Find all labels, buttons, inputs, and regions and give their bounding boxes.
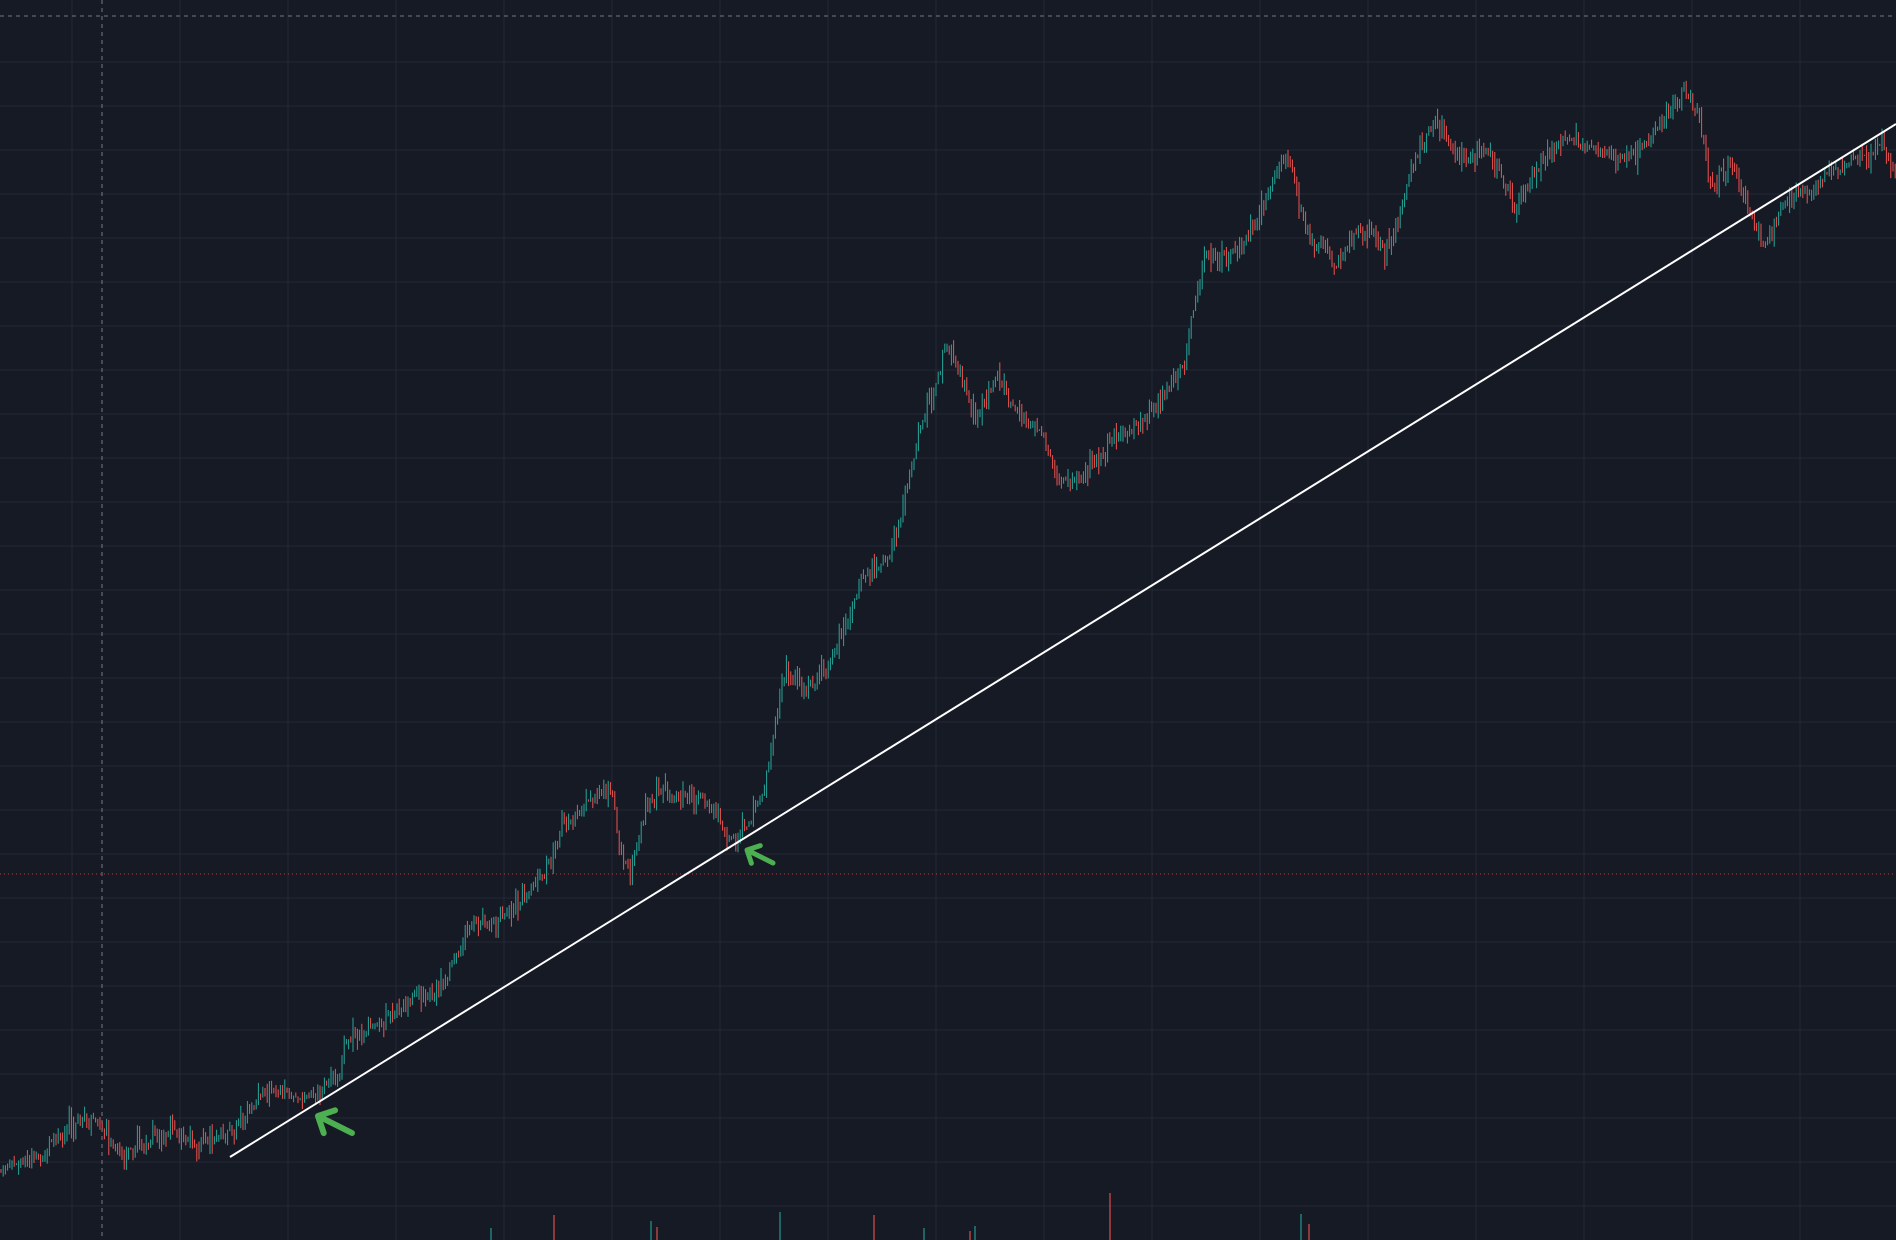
volume-bar: [1109, 1193, 1111, 1240]
candles: [0, 80, 1896, 1177]
trendline[interactable]: [229, 123, 1896, 1158]
volume-bar: [1308, 1224, 1310, 1240]
trendline-drawing[interactable]: [229, 123, 1896, 1158]
arrow-icon: [744, 843, 776, 866]
volume-bar: [974, 1226, 976, 1240]
volume-bar: [650, 1221, 652, 1240]
volume-bar: [656, 1227, 658, 1240]
arrow-annotations: [315, 843, 776, 1137]
volume-bar: [779, 1212, 781, 1240]
volume-bar: [923, 1228, 925, 1240]
volume-bar: [873, 1215, 875, 1240]
volume-bar: [490, 1228, 492, 1240]
volume-bar: [969, 1231, 971, 1240]
volume-bar: [1300, 1214, 1302, 1240]
volume-bar: [553, 1215, 555, 1240]
volume-bars: [490, 1193, 1310, 1240]
arrow-icon: [315, 1107, 355, 1137]
